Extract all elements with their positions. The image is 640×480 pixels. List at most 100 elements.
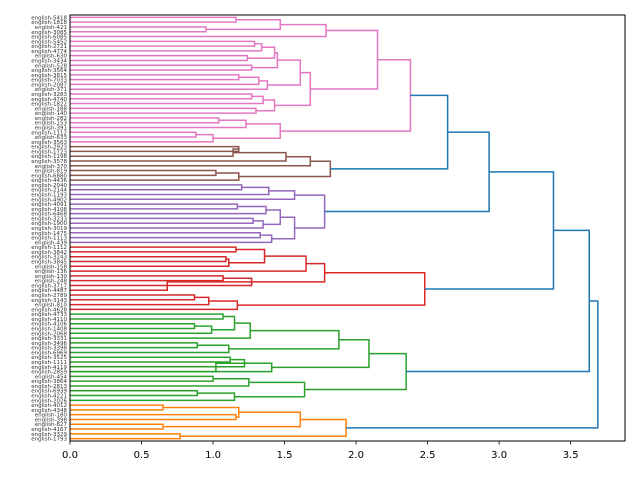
dendrogram-link: [237, 271, 426, 306]
dendrogram-link: [70, 300, 239, 311]
leaf-label: english-2026: [31, 398, 67, 404]
links-group: [70, 16, 599, 440]
dendrogram-link: [70, 392, 236, 402]
leaf-label: english-180: [35, 413, 68, 419]
axes-frame: [69, 14, 626, 442]
leaf-label: english-3815: [31, 73, 67, 79]
leaf-label: english-371: [35, 87, 67, 93]
x-tick-label: 3.0: [491, 450, 507, 461]
dendrogram-link: [251, 262, 326, 283]
leaf-label: english-5418: [31, 15, 67, 21]
leaf-label: english-1112: [31, 130, 67, 136]
leaf-label: english-1475: [31, 231, 67, 237]
leaf-label: english-3563: [31, 140, 67, 146]
dendrogram-link: [70, 156, 312, 167]
leaf-label: english-633: [35, 135, 68, 141]
dendrogram-link: [424, 171, 555, 290]
leaf-label: english-4733: [31, 312, 67, 318]
leaf-label: english-810: [35, 303, 68, 309]
x-axis: 0.0 0.5 1.0 1.5 2.0 2.5 3.0 3.5: [62, 441, 579, 461]
leaf-label: english-158: [35, 264, 68, 270]
leaf-label: english-4436: [31, 178, 67, 184]
leaf-label: english-3845: [31, 260, 67, 266]
dendrogram-link: [271, 338, 370, 369]
leaf-label: english-4106: [31, 322, 67, 328]
leaf-label: english-3243: [31, 255, 67, 261]
dendrogram-link: [70, 133, 214, 143]
leaf-label: english-4487: [31, 288, 67, 294]
dendrogram-link: [70, 169, 217, 177]
dendrogram-link: [70, 375, 214, 382]
leaf-label: english-3085: [31, 30, 67, 36]
leaf-label: english-4740: [31, 97, 67, 103]
leaf-label: english-2789: [31, 293, 67, 299]
leaf-label: english-421: [35, 25, 67, 31]
x-tick-label: 3.5: [563, 450, 579, 461]
leaf-label: english-4119: [31, 365, 67, 371]
leaf-label: english-282: [35, 116, 67, 122]
leaf-label: english-5452: [31, 39, 67, 45]
leaf-label: english-7033: [31, 78, 67, 84]
leaf-label: english-3233: [31, 216, 67, 222]
dendrogram-link: [70, 234, 273, 244]
leaf-label: english-1408: [31, 327, 67, 333]
leaf-label: english-3283: [31, 92, 67, 98]
dendrogram-link: [346, 300, 599, 429]
leaf-label: english-4110: [31, 317, 67, 323]
leaf-label: english-248: [35, 279, 68, 285]
leaf-label: english-3496: [31, 341, 67, 347]
dendrogram-link: [70, 205, 267, 215]
leaf-label: english-3329: [31, 432, 67, 438]
leaf-label: english-1112: [31, 245, 67, 251]
leaf-label: english-4091: [31, 202, 67, 208]
dendrogram-link: [70, 26, 207, 33]
x-tick-label: 1.5: [277, 450, 293, 461]
x-tick-label: 2.5: [420, 450, 436, 461]
dendrogram-link: [228, 248, 266, 264]
dendrogram-link: [70, 131, 197, 138]
leaf-label: english-454: [35, 374, 68, 380]
leaf-label: english-3842: [31, 250, 67, 256]
leaf-label: english-1793: [31, 437, 67, 443]
leaf-label: english-4167: [31, 427, 67, 433]
leaf-label: english-6880: [31, 173, 67, 179]
leaf-label: english-3864: [31, 379, 67, 385]
leaf-label: english-528: [35, 63, 68, 69]
leaf-label: english-6969: [31, 350, 67, 356]
leaf-label: english-4348: [31, 408, 67, 414]
leaf-label: english-2859: [31, 370, 67, 376]
leaf-label: english-2813: [31, 384, 67, 390]
dendrogram-link: [211, 315, 236, 331]
leaf-label: english-630: [35, 54, 68, 60]
leaf-label: english-398: [35, 417, 68, 423]
dendrogram-link: [70, 275, 224, 282]
leaf-label: english-3564: [31, 68, 67, 74]
leaf-label: english-3019: [31, 226, 67, 232]
leaf-label: english-1113: [31, 236, 67, 242]
leaf-label: english-153: [35, 121, 68, 127]
leaf-label: english-1111: [31, 360, 67, 366]
dendrogram-link: [70, 151, 287, 162]
leaf-label: english-1198: [31, 154, 67, 160]
x-tick-label: 0.0: [62, 450, 78, 461]
leaf-label: english-2068: [31, 331, 67, 337]
dendrogram-link: [70, 76, 260, 86]
leaf-label: english-6085: [31, 35, 67, 41]
dendrogram-link: [70, 184, 243, 191]
leaf-label: english-140: [35, 111, 68, 117]
leaf-label: english-188: [35, 106, 68, 112]
leaf-label: english-4221: [31, 394, 67, 400]
dendrogram-link: [70, 148, 239, 157]
dendrogram-link: [162, 411, 302, 428]
dendrogram-link: [280, 59, 412, 132]
dendrogram-link: [70, 145, 240, 153]
leaf-label: english-1193: [31, 192, 67, 198]
x-tick-label: 2.0: [348, 450, 364, 461]
dendrogram-link: [70, 93, 253, 100]
leaf-label: english-3398: [31, 346, 67, 352]
leaf-labels-group: english-5418english-1818english-421engli…: [31, 15, 67, 442]
leaf-label: english-439: [35, 240, 68, 246]
leaf-label: english-4012: [31, 403, 67, 409]
leaf-label: english-4902: [31, 197, 67, 203]
leaf-label: english-1723: [31, 149, 67, 155]
